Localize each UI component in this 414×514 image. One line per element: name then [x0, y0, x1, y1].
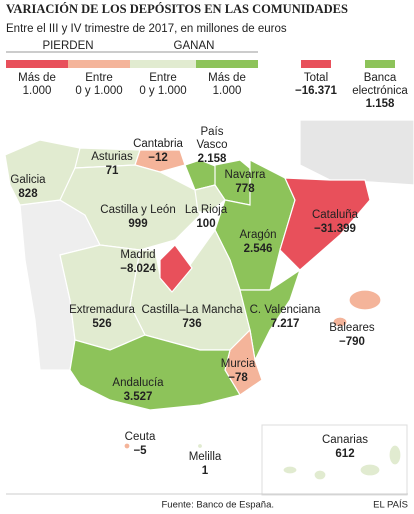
legend-label: 0 y 1.000: [139, 85, 186, 97]
region-value: 1: [202, 465, 209, 477]
region: [279, 177, 371, 271]
region-name: Canarias: [322, 434, 368, 446]
region-value: 100: [196, 218, 215, 230]
region: [194, 184, 226, 213]
legend-label: Entre: [85, 72, 113, 84]
region-name: Vasco: [196, 139, 227, 151]
total-label: Total: [304, 72, 328, 84]
legend-label: 1.000: [213, 85, 242, 97]
region-name: Ceuta: [125, 431, 156, 443]
region-name: Madrid: [120, 249, 155, 261]
legend-swatch: [196, 60, 258, 68]
region-name: País: [200, 126, 223, 138]
legend-swatch: [365, 60, 395, 68]
region-name: Castilla–La Mancha: [141, 304, 243, 316]
legend-label: Entre: [149, 72, 177, 84]
region-value: −78: [228, 372, 248, 384]
island: [313, 469, 327, 481]
legend-label: Más de: [208, 72, 246, 84]
brand: EL PAÍS: [373, 500, 408, 511]
canarias-box: [261, 424, 408, 496]
region-value: 999: [128, 218, 147, 230]
region-value: 3.527: [124, 391, 153, 403]
source: Fuente: Banco de España.: [162, 500, 275, 511]
region-name: Melilla: [189, 451, 222, 463]
total-value: −16.371: [295, 85, 337, 97]
region-name: Castilla y León: [100, 204, 175, 216]
legend-group: PIERDEN: [42, 40, 93, 52]
region-name: Navarra: [225, 169, 267, 181]
legend-label: 0 y 1.000: [75, 85, 122, 97]
island: [359, 463, 381, 477]
region-name: Cantabria: [133, 138, 183, 150]
total-label: electrónica: [352, 85, 408, 97]
region-value: 2.546: [244, 243, 273, 255]
legend-label: Más de: [18, 72, 56, 84]
region-name: Asturias: [91, 151, 133, 163]
region-name: Baleares: [329, 322, 375, 334]
legend-swatch: [301, 60, 331, 68]
legend-swatch: [68, 60, 130, 68]
region-value: 526: [92, 318, 111, 330]
region-name: La Rioja: [185, 204, 228, 216]
region-name: Aragón: [239, 229, 276, 241]
melilla: [196, 442, 204, 450]
france: [299, 119, 414, 186]
region-value: 2.158: [198, 153, 227, 165]
legend-label: 1.000: [23, 85, 52, 97]
region-value: 828: [18, 188, 38, 200]
region-name: Cataluña: [312, 209, 359, 221]
region-value: −790: [339, 336, 365, 348]
island: [348, 289, 382, 311]
region-value: −5: [133, 445, 147, 457]
subtitle: Entre el III y IV trimestre de 2017, en …: [6, 23, 287, 35]
island: [332, 316, 348, 328]
legend-swatch: [6, 60, 68, 68]
region-value: −12: [148, 152, 168, 164]
ceuta: [123, 442, 131, 450]
total-value: 1.158: [366, 98, 395, 110]
total-label: Banca: [364, 72, 397, 84]
region-value: 778: [235, 183, 255, 195]
region-name: Murcia: [221, 358, 256, 370]
legend-swatch: [130, 60, 196, 68]
region-name: Andalucía: [112, 377, 164, 389]
region-value: 71: [106, 165, 119, 177]
title: VARIACIÓN DE LOS DEPÓSITOS EN LAS COMUNI…: [6, 2, 348, 16]
region-name: Galicia: [10, 174, 46, 186]
legend-group: GANAN: [174, 40, 215, 52]
region-value: 612: [335, 448, 354, 460]
region-value: −31.399: [314, 223, 356, 235]
region-name: C. Valenciana: [250, 304, 321, 316]
region-name: Extremadura: [69, 304, 135, 316]
region: [59, 164, 201, 251]
island: [388, 444, 402, 466]
region-value: 7.217: [271, 318, 300, 330]
island: [282, 465, 298, 475]
map: [4, 119, 414, 496]
region-value: −8.024: [120, 263, 156, 275]
region: [69, 334, 241, 411]
region-value: 736: [182, 318, 201, 330]
region: [134, 149, 186, 173]
legend-bars: [6, 51, 395, 68]
region: [159, 244, 193, 293]
